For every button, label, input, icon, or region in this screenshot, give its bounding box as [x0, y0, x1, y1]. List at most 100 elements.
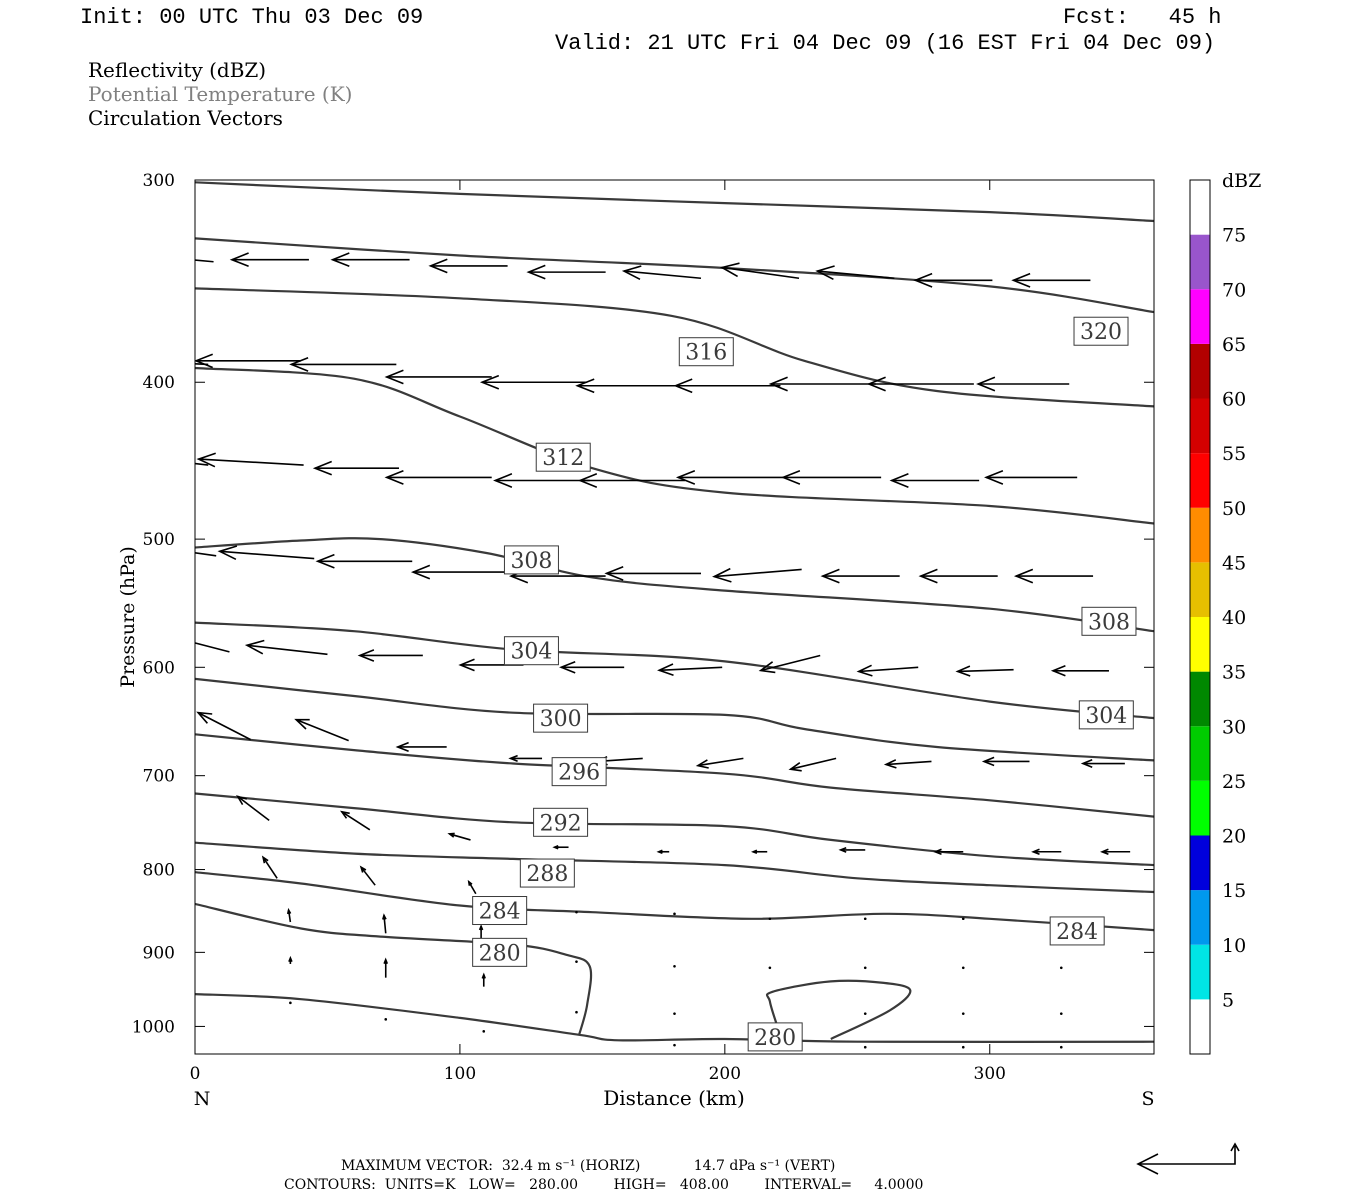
contour-label: 280: [747, 1022, 803, 1052]
y-tick-label: 800: [143, 861, 175, 881]
theta-contour-296: [195, 733, 1154, 818]
y-tick-label: 500: [143, 530, 175, 550]
circulation-vector: [552, 844, 569, 850]
contour-label-text: 288: [526, 862, 568, 887]
circulation-vector: [866, 376, 974, 392]
y-tick-label: 300: [143, 171, 175, 191]
contour-label-text: 296: [558, 761, 600, 786]
circulation-vector-dot: [1059, 966, 1063, 970]
circulation-vector: [195, 353, 301, 369]
circulation-vector: [768, 376, 876, 392]
cross-section-chart: 3203163123083083043043002962922882842842…: [117, 170, 1261, 1110]
contour-label: 296: [551, 757, 607, 787]
contour-label-box: [472, 937, 528, 967]
contour-label: 280: [472, 937, 528, 967]
contour-label-text: 304: [510, 640, 552, 665]
circulation-vector: [428, 258, 508, 274]
circulation-vector: [312, 460, 399, 476]
circulation-vector: [856, 664, 919, 677]
circulation-vector: [244, 639, 328, 656]
circulation-vector-dot: [575, 960, 578, 963]
theta-contour-276: [195, 993, 1154, 1044]
colorbar-level-label: 45: [1222, 552, 1246, 574]
circulation-vector: [673, 378, 781, 394]
circulation-vector: [478, 924, 484, 939]
theta-contour-308: [195, 537, 1154, 633]
circulation-vector: [976, 376, 1070, 392]
contour-label-text: 284: [1056, 920, 1098, 945]
contour-label: 300: [533, 703, 589, 733]
circulation-vector: [751, 849, 768, 854]
init-time: Init: 00 UTC Thu 03 Dec 09: [80, 5, 424, 30]
colorbar-unit: dBZ: [1222, 170, 1261, 192]
circulation-vector: [315, 553, 413, 569]
circulation-vector: [467, 879, 477, 895]
colorbar-level-label: 20: [1222, 826, 1246, 848]
circulation-vector-dot: [384, 1018, 388, 1021]
theta-contour-280: [195, 902, 593, 1036]
circulation-vector: [889, 473, 980, 488]
circulation-vector: [195, 462, 209, 466]
circulation-vector-dot: [1059, 1045, 1063, 1049]
contour-label: 312: [535, 442, 591, 472]
colorbar-swatch: [1190, 507, 1210, 563]
colorbar-level-label: 15: [1222, 880, 1246, 902]
x-tick-label: 200: [709, 1064, 741, 1084]
circulation-vector: [883, 759, 932, 769]
colorbar-swatch: [1190, 944, 1210, 1000]
circulation-vector: [384, 470, 492, 485]
circulation-vector: [1013, 568, 1094, 584]
circulation-vector: [383, 957, 389, 978]
contour-label-box: [533, 703, 589, 733]
circulation-vector: [955, 665, 1014, 677]
colorbar-swatch: [1190, 289, 1210, 344]
circulation-vector: [695, 757, 744, 769]
colorbar-swatch: [1190, 562, 1210, 617]
circulation-vector: [838, 847, 866, 853]
colorbar-level-label: 50: [1222, 498, 1246, 520]
contour-label-text: 304: [1085, 704, 1127, 729]
y-tick-label: 900: [143, 943, 175, 963]
circulation-vector: [493, 473, 590, 488]
circulation-vector-dot: [289, 1001, 292, 1005]
colorbar-swatch: [1190, 398, 1210, 454]
circulation-vector: [1050, 665, 1109, 677]
x-axis-label: Distance (km): [603, 1086, 745, 1110]
circulation-vector-dot: [482, 1030, 486, 1033]
contour-label-text: 320: [1080, 320, 1122, 345]
contour-label: 304: [1078, 700, 1134, 730]
circulation-vector: [780, 470, 882, 485]
x-right-end-label: S: [1141, 1088, 1154, 1110]
circulation-vector: [981, 756, 1030, 767]
contour-label: 284: [1049, 916, 1105, 946]
x-tick-label: 100: [444, 1064, 476, 1084]
circulation-vector-dot: [673, 964, 676, 968]
circulation-vector: [1031, 848, 1062, 855]
circulation-vector: [195, 259, 214, 263]
circulation-vector: [604, 565, 701, 581]
circulation-vector-dot: [961, 1012, 965, 1015]
contour-label-text: 312: [542, 446, 584, 471]
fcst-value: 45 h: [1168, 5, 1222, 30]
theta-contour-320: [195, 237, 1154, 314]
x-tick-label: 300: [974, 1064, 1006, 1084]
contour-label-text: 284: [479, 900, 521, 925]
theta-contour-304: [195, 621, 1154, 720]
valid-time: Valid: 21 UTC Fri 04 Dec 09 (16 EST Fri …: [555, 31, 1216, 56]
colorbar-swatch: [1190, 835, 1210, 891]
contour-label-text: 300: [540, 707, 582, 732]
reference-vector-arrow-icon: [1136, 1142, 1240, 1175]
circulation-vector-dot: [961, 917, 965, 921]
circulation-vector: [526, 264, 606, 280]
contour-label-box: [1073, 316, 1129, 346]
colorbar-level-label: 10: [1222, 935, 1246, 957]
field-potential-temperature: Potential Temperature (K): [88, 82, 353, 106]
max-vector-label: MAXIMUM VECTOR:: [341, 1158, 493, 1174]
fcst-label: Fcst:: [1063, 5, 1130, 30]
contour-label: 320: [1073, 316, 1129, 346]
circulation-vector: [508, 754, 543, 762]
contour-label-box: [503, 545, 559, 575]
theta-contour-312: [195, 366, 1154, 525]
circulation-vector: [675, 470, 784, 485]
circulation-vector: [481, 972, 486, 987]
